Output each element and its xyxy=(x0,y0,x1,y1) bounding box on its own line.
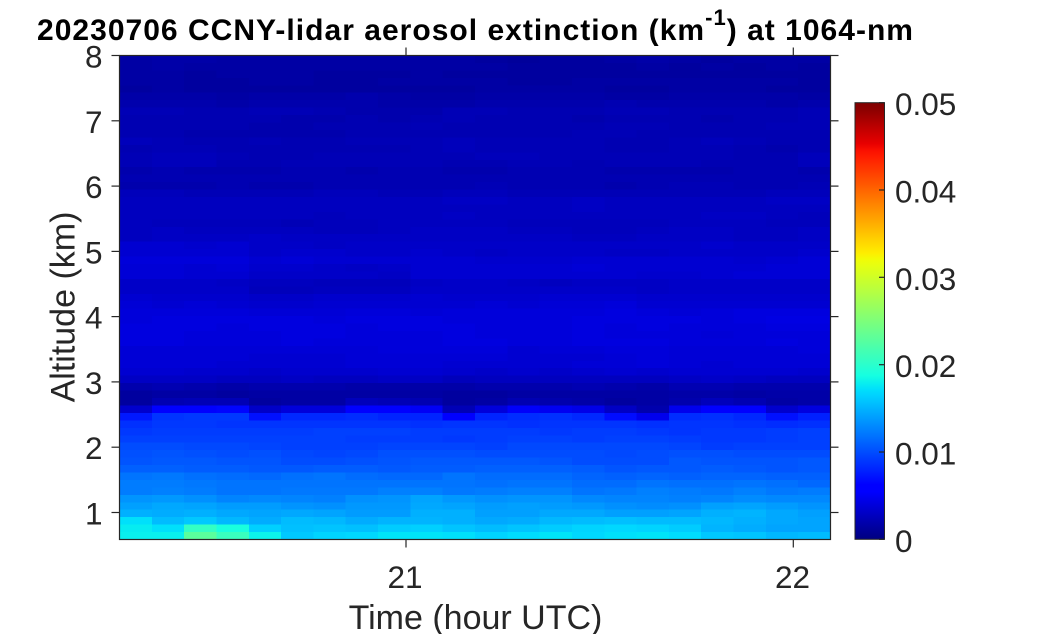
svg-text:8: 8 xyxy=(85,39,103,75)
svg-text:0: 0 xyxy=(895,523,913,559)
svg-text:4: 4 xyxy=(85,300,103,336)
svg-text:7: 7 xyxy=(85,104,103,140)
svg-text:3: 3 xyxy=(85,365,103,401)
svg-text:5: 5 xyxy=(85,234,103,270)
svg-text:Time (hour UTC): Time (hour UTC) xyxy=(349,599,603,634)
svg-text:21: 21 xyxy=(387,559,422,595)
svg-text:Altitude (km): Altitude (km) xyxy=(45,212,83,403)
svg-text:2: 2 xyxy=(85,430,103,466)
svg-text:0.02: 0.02 xyxy=(895,348,956,384)
svg-text:6: 6 xyxy=(85,169,103,205)
svg-text:0.03: 0.03 xyxy=(895,261,956,297)
svg-text:22: 22 xyxy=(775,559,810,595)
svg-text:0.04: 0.04 xyxy=(895,174,956,210)
svg-text:0.05: 0.05 xyxy=(895,86,956,122)
svg-text:0.01: 0.01 xyxy=(895,436,956,472)
svg-text:1: 1 xyxy=(85,496,103,532)
